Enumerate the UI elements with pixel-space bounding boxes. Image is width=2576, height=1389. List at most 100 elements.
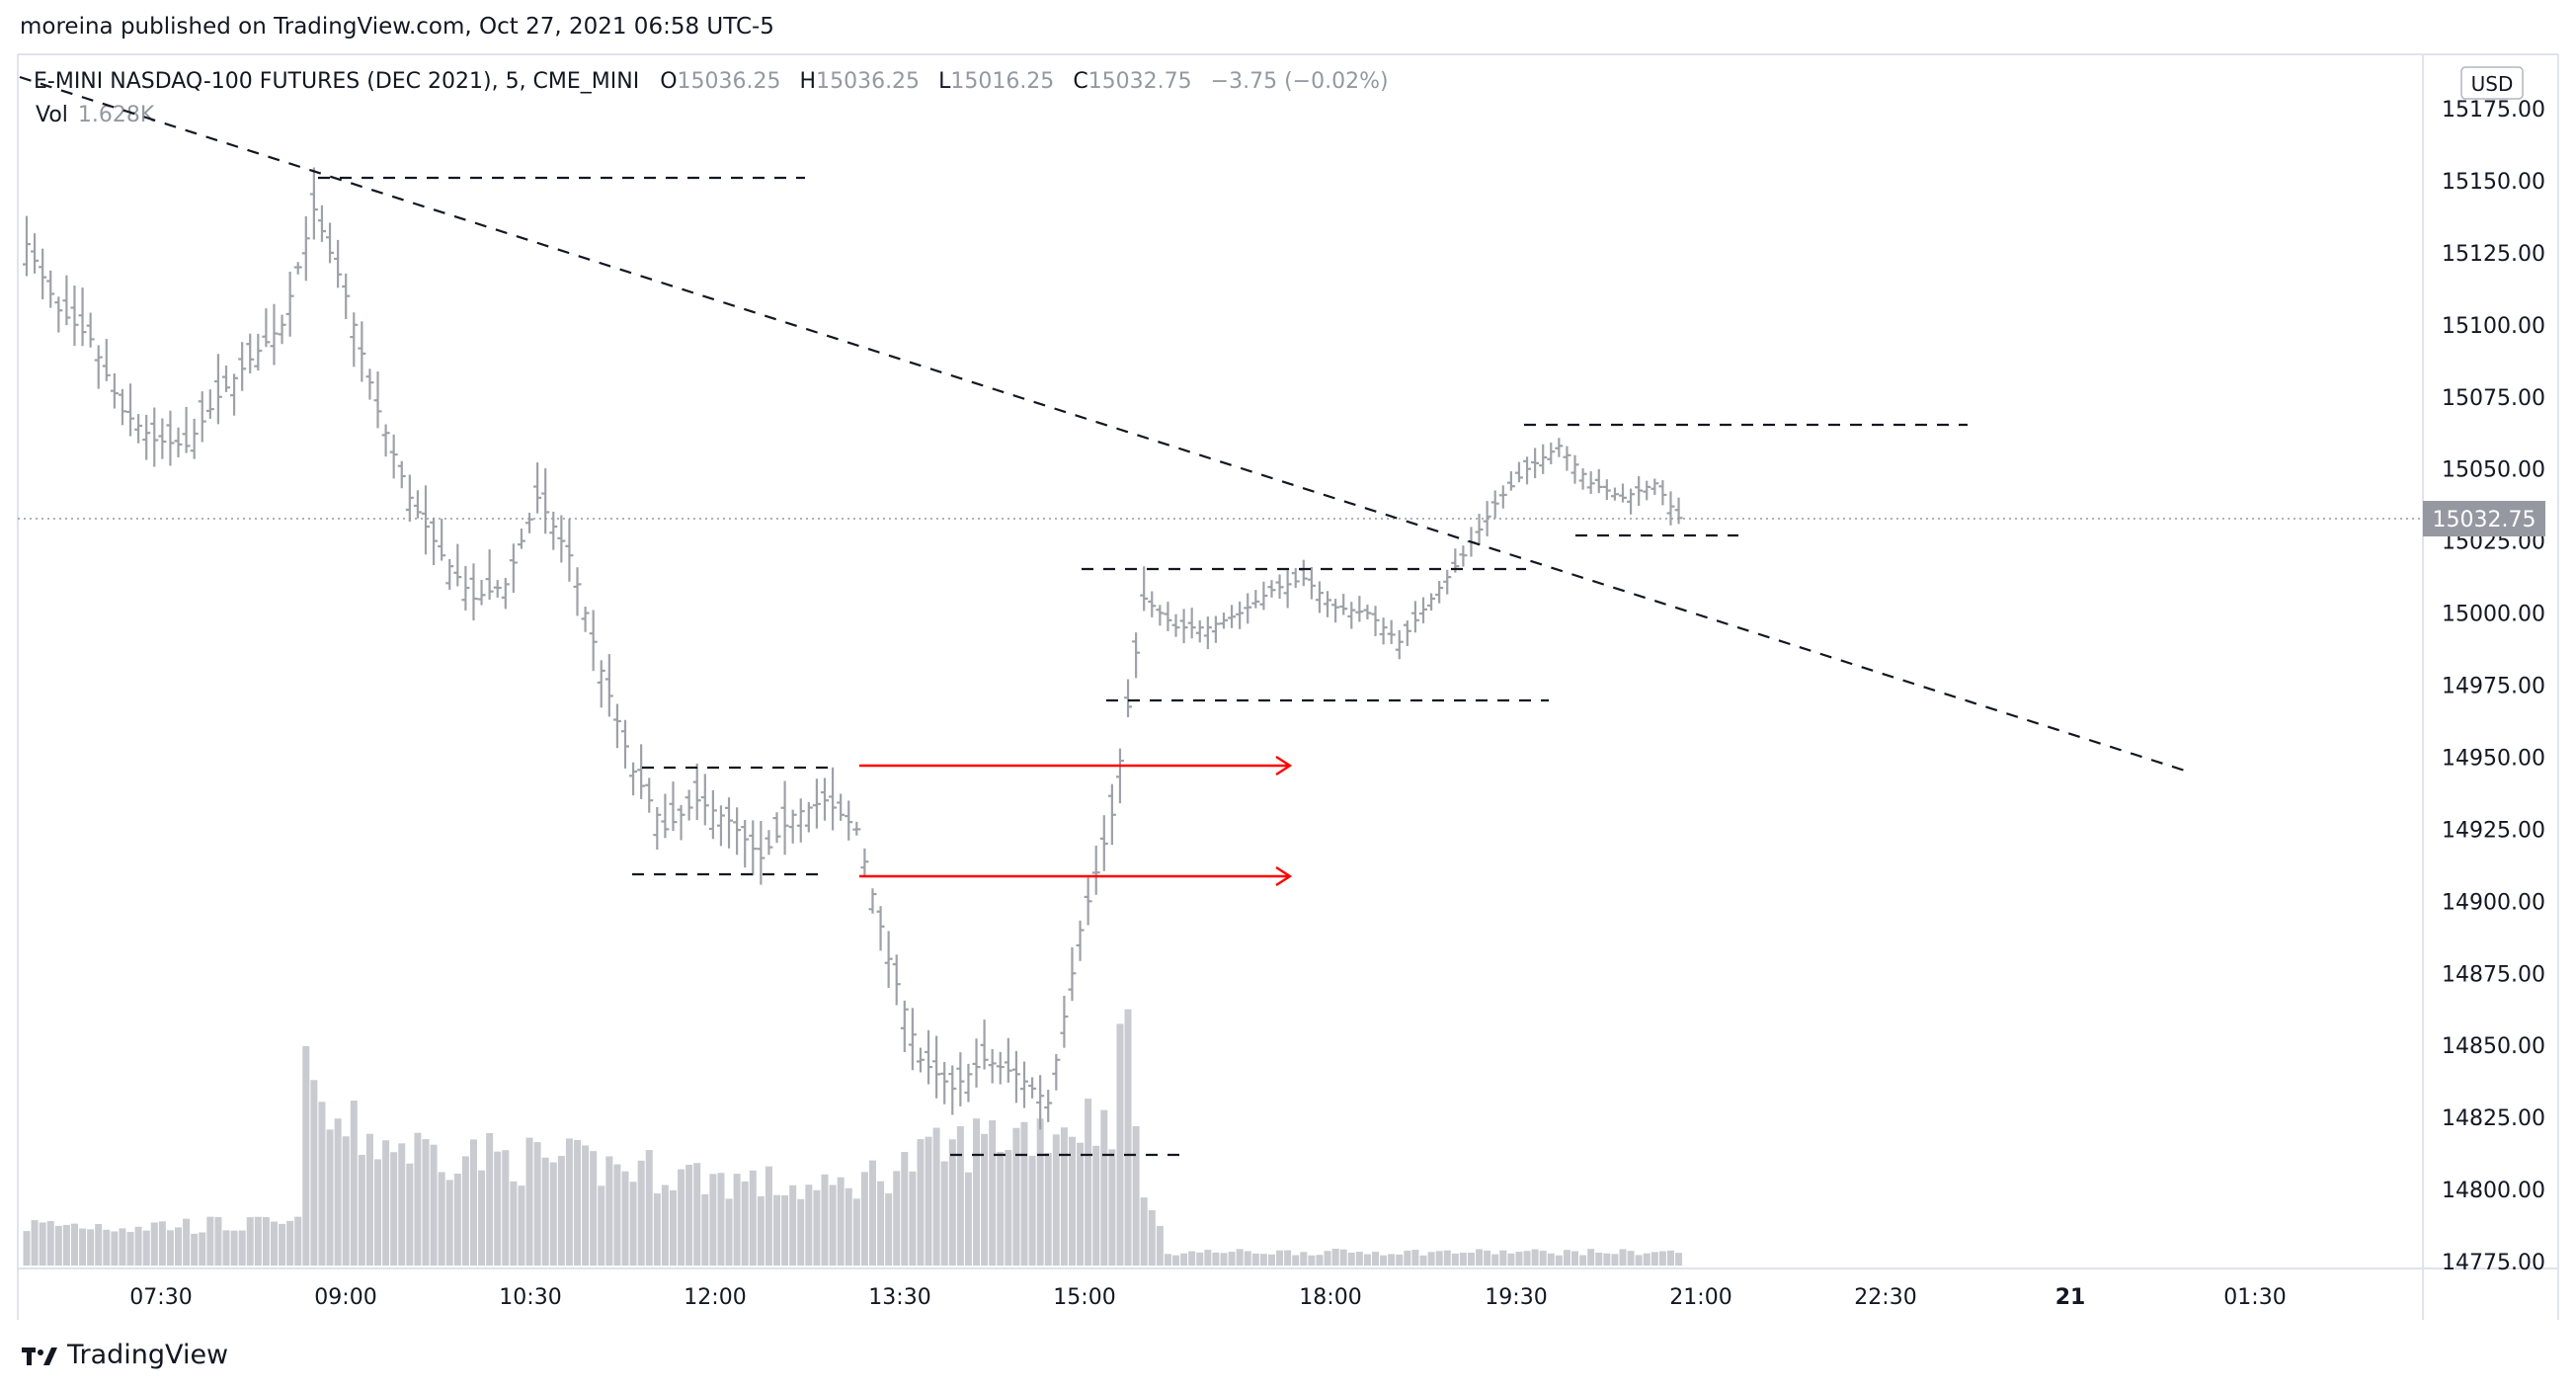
price-tick-8: 14975.00 [2442, 675, 2545, 699]
volume-label[interactable]: Vol [36, 103, 68, 127]
volume-bar [877, 1181, 885, 1266]
volume-bar [1619, 1249, 1627, 1266]
volume-bar [981, 1133, 989, 1266]
ohlc-bar [285, 272, 294, 337]
currency-badge[interactable] [2460, 66, 2524, 100]
volume-bar [1571, 1251, 1579, 1266]
volume-bar [1355, 1252, 1363, 1266]
ohlc-bar [469, 563, 478, 621]
volume-bar [1443, 1250, 1451, 1266]
ohlc-bar [1315, 581, 1324, 613]
ohlc-bar [860, 848, 869, 877]
volume-bar [565, 1138, 573, 1266]
price-tick-9: 14950.00 [2442, 746, 2545, 771]
ohlc-bar [166, 410, 175, 466]
ohlc-bar [964, 1063, 973, 1103]
volume-bar [749, 1170, 757, 1266]
volume-bar [781, 1195, 789, 1266]
drawings[interactable] [19, 75, 2186, 1157]
ohlc-bar [541, 468, 550, 534]
ohlc-bar [637, 744, 646, 799]
ohlc-bar [1459, 545, 1468, 567]
ohlc-bar [741, 820, 750, 868]
price-tick-2: 15125.00 [2442, 242, 2545, 267]
ohlc-bar [126, 383, 135, 437]
tradingview-brand[interactable]: TradingView [22, 1340, 228, 1370]
ohlc-bar [94, 345, 103, 389]
ohlc-bar [1187, 608, 1196, 639]
volume-bar [134, 1226, 142, 1266]
volume-bar [334, 1118, 342, 1266]
volume-legend: Vol 1.628K [36, 103, 154, 127]
ohlc-bar [1307, 566, 1316, 600]
volume-bar [1675, 1253, 1683, 1266]
price-tick-12: 14875.00 [2442, 962, 2545, 987]
downtrend-line[interactable] [19, 75, 2186, 773]
volume-bar [797, 1198, 805, 1266]
volume-bar [1005, 1150, 1012, 1266]
volume-bar [453, 1173, 461, 1266]
price-axis[interactable]: 15175.00 15150.00 15125.00 15100.00 15075.00… [2442, 98, 2545, 1275]
ohlc-bar [182, 406, 191, 453]
volume-bar [502, 1150, 510, 1266]
ohlc-bar [102, 339, 111, 381]
volume-bar [605, 1156, 613, 1266]
ohlc-bar [1132, 632, 1141, 679]
ohlc-bar [1036, 1075, 1045, 1130]
ohlc-bar [1506, 471, 1515, 491]
volume-bar [805, 1185, 813, 1266]
high-label: H [799, 69, 817, 94]
ohlc-bar [988, 1048, 997, 1084]
volume-bar [1347, 1252, 1355, 1266]
ohlc-bar [222, 365, 230, 392]
ohlc-bar [190, 418, 199, 459]
ohlc-bar [1610, 487, 1619, 501]
volume-bar [126, 1232, 134, 1266]
volume-bar [1228, 1252, 1236, 1266]
ohlc-bar [677, 804, 685, 841]
volume-bar [1484, 1250, 1491, 1266]
volume-bar [932, 1127, 940, 1266]
ohlc-bar [1355, 596, 1364, 622]
volume-bar [494, 1151, 502, 1266]
price-tick-10: 14925.00 [2442, 818, 2545, 843]
ohlc-bar [812, 778, 821, 829]
symbol-name[interactable]: E-MINI NASDAQ-100 FUTURES (DEC 2021), 5,… [34, 69, 640, 94]
ohlc-bar [884, 931, 893, 988]
volume-bar [382, 1140, 390, 1266]
ohlc-bar [110, 372, 119, 409]
volume-bar [478, 1170, 486, 1266]
volume-value: 1.628K [77, 103, 155, 127]
volume-bar [1411, 1250, 1419, 1266]
volume-bar [1372, 1252, 1380, 1266]
volume-bar [989, 1120, 997, 1266]
volume-bar [733, 1174, 741, 1266]
ohlc-bar [1084, 877, 1092, 926]
ohlc-bar [1115, 748, 1124, 804]
ohlc-bar [397, 460, 406, 489]
ohlc-bar [845, 800, 853, 841]
price-tick-14: 14825.00 [2442, 1106, 2545, 1131]
red-arrows[interactable] [859, 755, 1293, 887]
ohlc-bar [925, 1029, 933, 1085]
volume-bar [286, 1220, 294, 1266]
ohlc-bar [326, 222, 335, 264]
volume-bar [358, 1155, 365, 1266]
volume-bar [1547, 1253, 1555, 1266]
last-price-badge [2423, 501, 2545, 537]
time-axis[interactable]: 07:30 09:00 10:30 12:00 13:30 15:00 18:00 19:30… [129, 1285, 2286, 1310]
ohlc-bar [1363, 605, 1372, 619]
volume-bar [1276, 1250, 1284, 1266]
volume-bar [1363, 1254, 1371, 1266]
price-tick-3: 15100.00 [2442, 314, 2545, 339]
volume-bar [582, 1145, 590, 1266]
ohlc-bar [1435, 581, 1444, 604]
volume-bar [1204, 1250, 1212, 1266]
volume-bar [103, 1229, 111, 1266]
volume-bar [765, 1166, 772, 1266]
ohlc-bar [1475, 514, 1484, 545]
ohlc-bar [757, 821, 765, 885]
price-tick-16: 14775.00 [2442, 1251, 2545, 1275]
volume-bar [525, 1137, 533, 1266]
